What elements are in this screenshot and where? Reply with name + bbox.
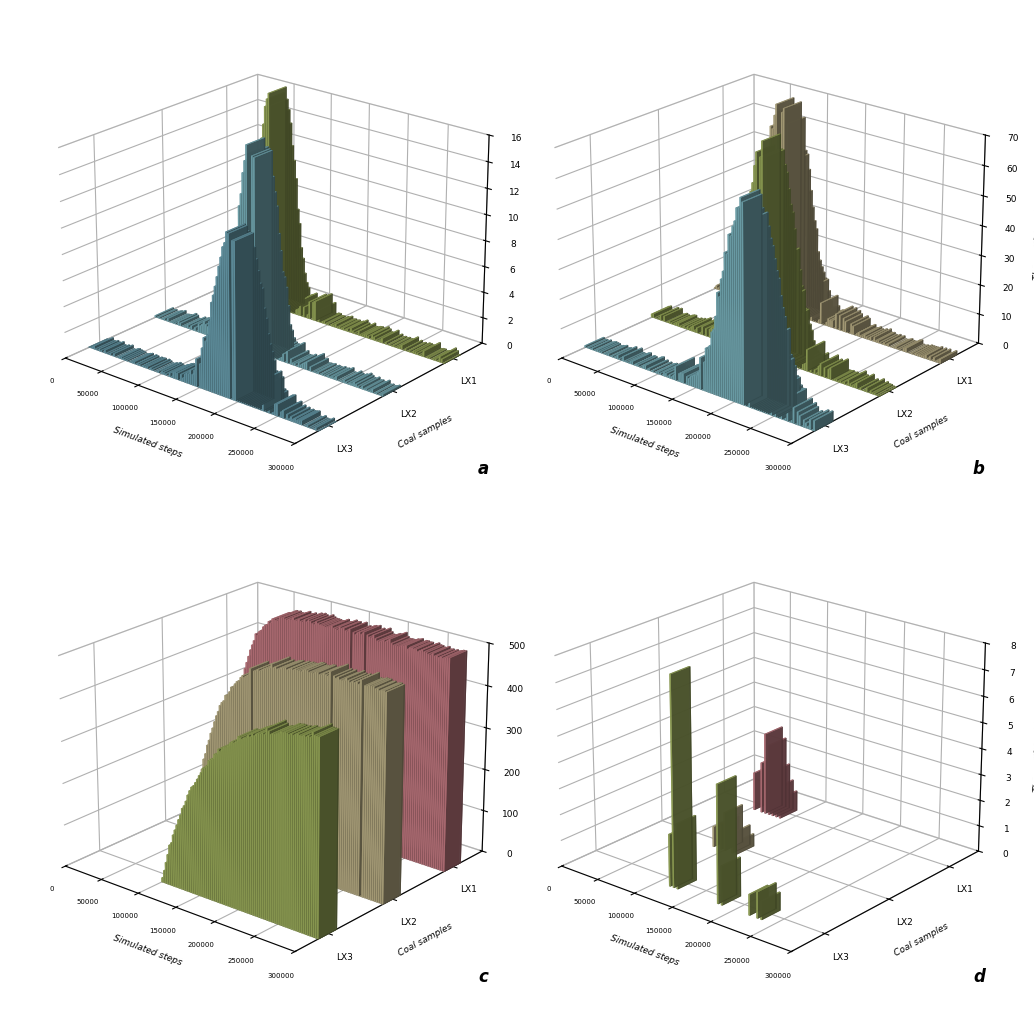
X-axis label: Simulated steps: Simulated steps bbox=[609, 934, 679, 967]
Y-axis label: Coal samples: Coal samples bbox=[397, 414, 454, 450]
Y-axis label: Coal samples: Coal samples bbox=[893, 922, 950, 958]
X-axis label: Simulated steps: Simulated steps bbox=[113, 426, 183, 459]
X-axis label: Simulated steps: Simulated steps bbox=[609, 426, 679, 459]
Text: a: a bbox=[478, 460, 488, 479]
Text: d: d bbox=[973, 968, 984, 987]
Y-axis label: Coal samples: Coal samples bbox=[893, 414, 950, 450]
Text: c: c bbox=[479, 968, 488, 987]
X-axis label: Simulated steps: Simulated steps bbox=[113, 934, 183, 967]
Text: b: b bbox=[973, 460, 984, 479]
Y-axis label: Coal samples: Coal samples bbox=[397, 922, 454, 958]
